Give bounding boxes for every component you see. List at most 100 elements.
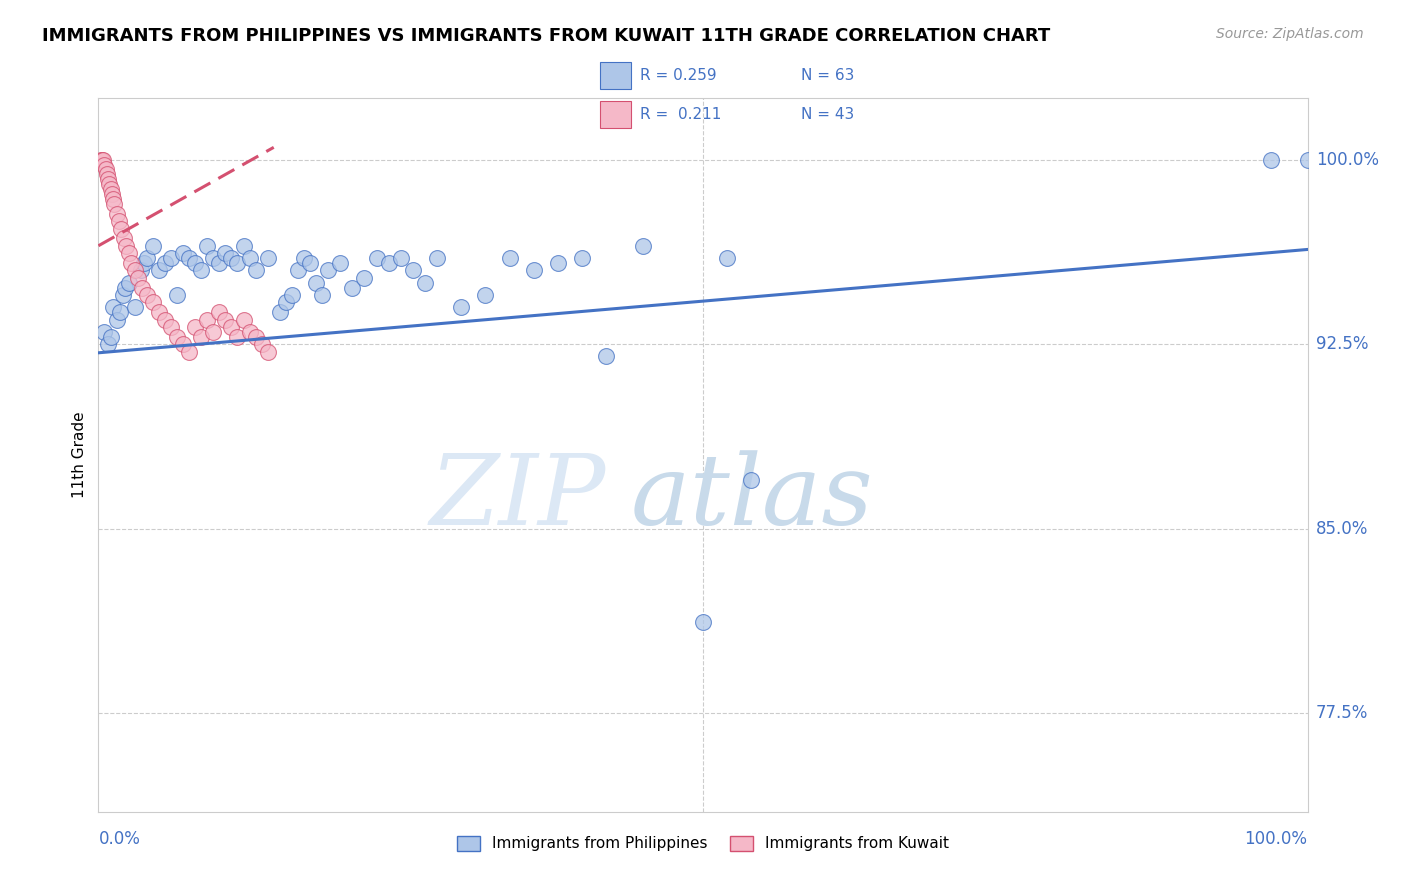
Point xyxy=(287,263,309,277)
Point xyxy=(177,344,201,359)
Point xyxy=(190,330,212,344)
Point xyxy=(105,312,128,326)
Point xyxy=(342,280,364,294)
Text: R = 0.259: R = 0.259 xyxy=(640,68,717,83)
Point xyxy=(96,168,118,182)
Point xyxy=(91,153,114,167)
Point xyxy=(160,251,183,265)
Text: N = 43: N = 43 xyxy=(801,107,853,122)
Point xyxy=(177,251,201,265)
Text: R =  0.211: R = 0.211 xyxy=(640,107,721,122)
Point xyxy=(131,280,153,294)
Point xyxy=(377,256,399,270)
Point xyxy=(195,239,218,253)
Point xyxy=(166,330,188,344)
Point xyxy=(250,337,273,351)
Point xyxy=(571,251,593,265)
Legend: Immigrants from Philippines, Immigrants from Kuwait: Immigrants from Philippines, Immigrants … xyxy=(450,830,956,857)
Point xyxy=(101,300,124,314)
Point xyxy=(208,256,231,270)
Text: 0.0%: 0.0% xyxy=(98,830,141,847)
Point xyxy=(298,256,321,270)
Point xyxy=(120,256,142,270)
Point xyxy=(135,251,157,265)
Point xyxy=(498,251,520,265)
Point xyxy=(142,295,165,310)
Point xyxy=(202,325,225,339)
Text: N = 63: N = 63 xyxy=(801,68,855,83)
Point xyxy=(153,256,176,270)
Point xyxy=(105,207,128,221)
Text: atlas: atlas xyxy=(630,450,873,545)
Point xyxy=(112,231,135,245)
Text: 100.0%: 100.0% xyxy=(1244,830,1308,847)
Point xyxy=(716,251,738,265)
Point xyxy=(93,157,115,171)
Point xyxy=(172,337,194,351)
Point xyxy=(118,246,141,260)
Point xyxy=(474,288,496,302)
Text: IMMIGRANTS FROM PHILIPPINES VS IMMIGRANTS FROM KUWAIT 11TH GRADE CORRELATION CHA: IMMIGRANTS FROM PHILIPPINES VS IMMIGRANT… xyxy=(42,27,1050,45)
Point xyxy=(108,305,131,319)
Point xyxy=(547,256,569,270)
Point xyxy=(523,263,546,277)
Text: ZIP: ZIP xyxy=(430,450,606,545)
Point xyxy=(115,239,138,253)
Y-axis label: 11th Grade: 11th Grade xyxy=(72,411,87,499)
Point xyxy=(450,300,472,314)
Point xyxy=(184,320,207,334)
Point xyxy=(94,162,117,177)
Point xyxy=(91,153,114,167)
Point xyxy=(135,288,157,302)
Point xyxy=(97,337,120,351)
Point xyxy=(148,305,170,319)
Point xyxy=(129,263,152,277)
Point xyxy=(221,251,243,265)
Point xyxy=(114,280,136,294)
Point xyxy=(101,192,124,206)
Point xyxy=(153,312,176,326)
Point xyxy=(97,172,120,186)
Point xyxy=(232,312,254,326)
Point xyxy=(740,473,762,487)
Point xyxy=(316,263,339,277)
Point xyxy=(100,330,122,344)
Point xyxy=(110,221,132,235)
Point xyxy=(413,276,436,290)
Point xyxy=(134,256,156,270)
Point xyxy=(245,263,267,277)
Point xyxy=(103,197,125,211)
Point xyxy=(232,239,254,253)
Point xyxy=(214,312,236,326)
Point xyxy=(184,256,207,270)
Point xyxy=(245,330,267,344)
Point xyxy=(274,295,297,310)
Text: 77.5%: 77.5% xyxy=(1316,705,1368,723)
Text: 92.5%: 92.5% xyxy=(1316,335,1368,353)
Point xyxy=(353,270,375,285)
Text: Source: ZipAtlas.com: Source: ZipAtlas.com xyxy=(1216,27,1364,41)
Text: 100.0%: 100.0% xyxy=(1316,151,1379,169)
Point xyxy=(100,182,122,196)
Point xyxy=(100,187,122,202)
Point xyxy=(118,276,141,290)
Point xyxy=(256,251,278,265)
Point xyxy=(239,325,262,339)
Point xyxy=(108,214,131,228)
Point xyxy=(269,305,291,319)
FancyBboxPatch shape xyxy=(600,101,631,128)
Point xyxy=(329,256,352,270)
Point xyxy=(202,251,225,265)
Point xyxy=(142,239,165,253)
Point xyxy=(1260,153,1282,167)
Point xyxy=(148,263,170,277)
Point xyxy=(281,288,304,302)
Point xyxy=(631,239,654,253)
Point xyxy=(160,320,183,334)
Point xyxy=(166,288,188,302)
Point xyxy=(226,256,249,270)
Point xyxy=(208,305,231,319)
Point xyxy=(692,615,714,630)
Point xyxy=(111,288,134,302)
Point xyxy=(124,300,146,314)
